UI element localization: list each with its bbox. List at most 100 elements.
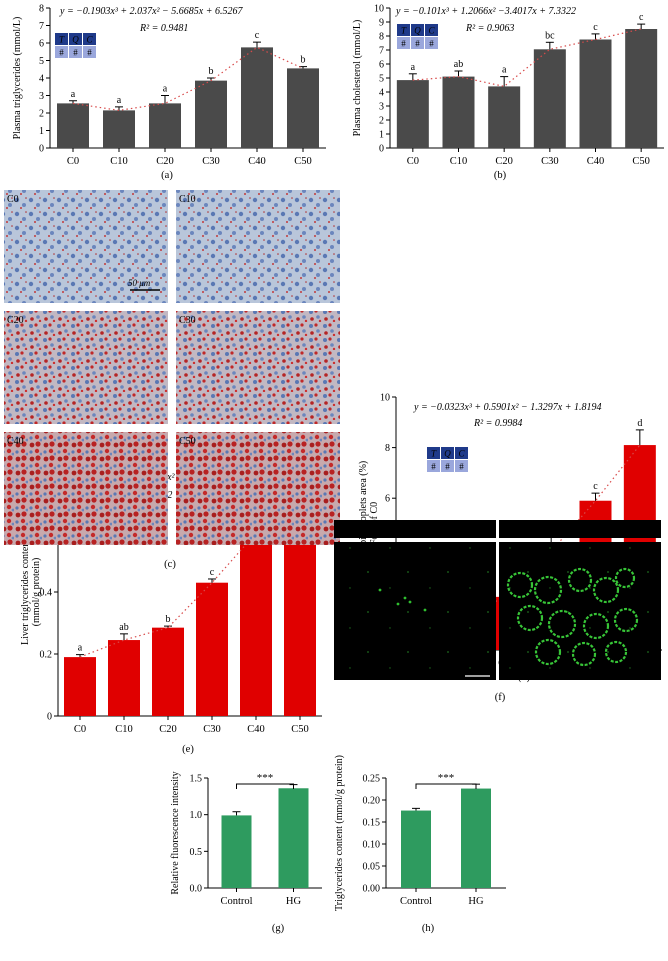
micrograph-C40	[4, 432, 168, 545]
significance-letter: bc	[545, 30, 555, 41]
y-tick-label: 9	[379, 18, 384, 29]
fluor-image-HG	[499, 542, 661, 680]
green-cell	[571, 641, 597, 667]
x-tick-label: C0	[407, 156, 419, 167]
significance-letter: a	[163, 84, 168, 95]
y-tick-label: 0	[39, 144, 44, 155]
green-cell	[604, 640, 628, 664]
green-spot	[408, 600, 412, 604]
chart-panel-b: 0 1 2 3 4 5 6 7 8 9 10 Plasma cholesterol (mmol/L) C…	[352, 4, 664, 181]
y-tick-label: 1	[39, 126, 44, 137]
legend-top-label: Q	[414, 26, 421, 36]
y-tick-label: 0.05	[363, 862, 381, 873]
green-cell	[592, 576, 620, 604]
significance-letter: ab	[454, 59, 463, 70]
bar-C40	[240, 533, 272, 716]
legend-bottom-cell	[55, 46, 68, 58]
panel-caption: (e)	[182, 744, 194, 755]
y-axis-label: Plasma triglycerides (mmol/L)	[12, 17, 23, 140]
legend-bottom-label: #	[459, 462, 464, 472]
chart-panel-h: 0.00 0.05 0.10 0.15 0.20 0.25 Triglycerides co…	[334, 755, 506, 934]
green-cell	[506, 571, 534, 599]
significance-letter: a	[71, 89, 76, 100]
micrograph-label: C10	[179, 194, 196, 205]
fluor-label: Control	[400, 525, 431, 536]
y-tick-label: 4	[379, 88, 384, 99]
legend-top-label: Q	[72, 35, 79, 45]
y-tick-label: 1.5	[190, 774, 203, 785]
bar-C40	[579, 39, 612, 148]
legend-top-cell	[425, 24, 438, 36]
x-tick-label: C50	[294, 156, 312, 167]
significance-bracket	[236, 783, 294, 789]
micrograph-C50	[176, 432, 340, 545]
y-axis-label-2: (mmol/g protein)	[31, 558, 42, 627]
y-tick-label: 5	[379, 74, 384, 85]
y-tick-label: 10	[374, 4, 384, 15]
scale-bar-label: 50 μm	[128, 278, 151, 288]
trend-line	[412, 28, 642, 88]
x-tick-label: C30	[541, 156, 559, 167]
green-spot	[378, 588, 382, 592]
significance-letter: a	[502, 65, 507, 76]
legend-top-cell	[411, 24, 424, 36]
x-tick-label: Control	[400, 896, 432, 907]
x-tick-label: C20	[156, 156, 174, 167]
x-tick-label: C0	[67, 156, 79, 167]
r-squared: R² = 0.9984	[473, 418, 522, 429]
legend-top-cell	[455, 447, 468, 459]
regression-equation: y = −0.101x³ + 1.2066x² −3.4017x + 7.332…	[395, 6, 576, 17]
significance-letter: a	[411, 62, 416, 73]
significance-letter: c	[593, 22, 598, 33]
bar-C0	[396, 80, 429, 148]
legend-top-cell	[69, 33, 82, 45]
legend-bottom-cell	[397, 37, 410, 49]
legend-top-label: C	[428, 26, 435, 36]
x-tick-label: C40	[587, 156, 605, 167]
x-tick-label: C0	[74, 724, 86, 735]
legend-bottom-label: #	[431, 462, 436, 472]
green-cell	[516, 604, 544, 632]
significance-letter: b	[209, 66, 214, 77]
legend-top-label: C	[86, 35, 93, 45]
legend-bottom-cell	[427, 460, 440, 472]
scale-bar-label: 5 μm	[462, 665, 479, 674]
bar-C0	[57, 103, 89, 148]
x-tick-label: HG	[286, 896, 302, 907]
y-tick-label: 8	[379, 32, 384, 43]
y-tick-label: 0.5	[190, 847, 203, 858]
bar-C30	[533, 49, 566, 148]
green-cell	[613, 607, 639, 633]
y-axis-label: Liver triglycerides content	[20, 539, 31, 645]
y-tick-label: 7	[379, 46, 384, 57]
bar-HG	[278, 788, 309, 888]
y-tick-label: 8	[385, 443, 390, 454]
green-cell	[534, 638, 562, 666]
y-tick-label: 8	[39, 4, 44, 15]
x-tick-label: C20	[159, 724, 177, 735]
legend-top-label: T	[431, 449, 437, 459]
legend-bottom-label: #	[401, 39, 406, 49]
legend-top-cell	[397, 24, 410, 36]
bar-C0	[64, 657, 96, 716]
y-tick-label: 1	[379, 130, 384, 141]
legend-top-cell	[55, 33, 68, 45]
y-tick-label: 7	[39, 21, 44, 32]
legend-bottom-label: #	[87, 48, 92, 58]
green-cell	[614, 567, 636, 589]
y-axis-label: Triglycerides content (mmol/g protein)	[334, 755, 345, 911]
significance-letter: c	[210, 567, 215, 578]
green-spot	[403, 596, 407, 600]
x-tick-label: C40	[248, 156, 266, 167]
bar-C10	[103, 110, 135, 148]
green-spot	[396, 602, 400, 606]
y-tick-label: 3	[39, 91, 44, 102]
significance-letter: b	[166, 614, 171, 625]
significance-letter: a	[78, 643, 83, 654]
legend-top-cell	[83, 33, 96, 45]
significance-stars: ***	[257, 772, 274, 784]
legend-bottom-cell	[411, 37, 424, 49]
bar-Control	[401, 810, 431, 888]
legend-bottom-label: #	[415, 39, 420, 49]
